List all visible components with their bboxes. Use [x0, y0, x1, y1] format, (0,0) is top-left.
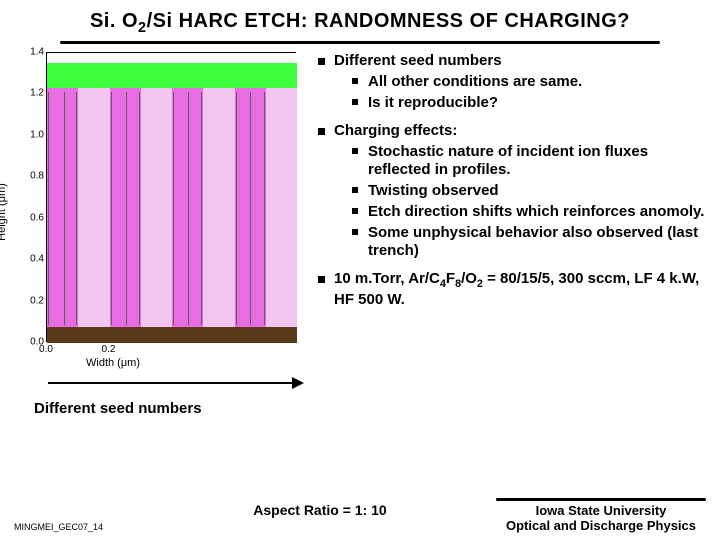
- trench-wall-line: [111, 92, 112, 325]
- cap-layer: [235, 63, 266, 88]
- top-gap: [78, 53, 109, 63]
- ytick-label: 0.6: [30, 212, 44, 223]
- sub-bullet-item: All other conditions are same.: [352, 73, 710, 91]
- sub-bullet-item: Stochastic nature of incident ion fluxes…: [352, 143, 710, 179]
- column-fill: [266, 63, 297, 343]
- left-column: Height (μm) 0.00.20.40.60.81.01.21.4 0.0…: [10, 52, 310, 417]
- seed-caption: Different seed numbers: [34, 400, 310, 417]
- chart-xlabel: Width (μm): [46, 357, 296, 369]
- trench-wall-line: [264, 92, 265, 325]
- top-gap: [203, 53, 234, 63]
- profile-column: [266, 53, 297, 343]
- top-gap: [110, 53, 141, 63]
- chart-plot-area: [46, 52, 296, 342]
- footer-line1: Iowa State University: [496, 504, 706, 519]
- column-fill: [141, 63, 172, 343]
- sub-bullet-item: Twisting observed: [352, 182, 710, 200]
- slide-title: Si. O2/Si HARC ETCH: RANDOMNESS OF CHARG…: [0, 0, 720, 41]
- bullet-item: 10 m.Torr, Ar/C4F8/O2 = 80/15/5, 300 scc…: [318, 270, 710, 309]
- top-gap: [266, 53, 297, 63]
- bullet-text: 10 m.Torr, Ar/C4F8/O2 = 80/15/5, 300 scc…: [334, 270, 699, 308]
- sub-bullet-item: Some unphysical behavior also observed (…: [352, 224, 710, 260]
- sub-bullet-text: Some unphysical behavior also observed (…: [368, 224, 698, 259]
- sub-bullet-text: Is it reproducible?: [368, 94, 498, 111]
- ytick-label: 0.2: [30, 295, 44, 306]
- column-fill: [110, 63, 141, 343]
- substrate-layer: [266, 327, 297, 343]
- substrate-layer: [78, 327, 109, 343]
- ytick-label: 0.4: [30, 254, 44, 265]
- profile-column: [172, 53, 203, 343]
- ytick-label: 0.8: [30, 171, 44, 182]
- profile-column: [203, 53, 234, 343]
- bullet-item: Charging effects: Stochastic nature of in…: [318, 122, 710, 260]
- column-fill: [203, 63, 234, 343]
- substrate-layer: [110, 327, 141, 343]
- sub-bullet-item: Is it reproducible?: [352, 94, 710, 112]
- profile-column: [47, 53, 78, 343]
- cap-layer: [47, 63, 78, 88]
- sub-bullet-list: Stochastic nature of incident ion fluxes…: [334, 143, 710, 260]
- xtick-label: 0.2: [102, 344, 116, 355]
- xtick-label: 0.0: [39, 344, 53, 355]
- top-gap: [172, 53, 203, 63]
- trench-wall-line: [48, 92, 49, 325]
- trench-wall-line: [236, 92, 237, 325]
- sub-bullet-item: Etch direction shifts which reinforces a…: [352, 203, 710, 221]
- top-gap: [235, 53, 266, 63]
- cap-layer: [141, 63, 172, 88]
- arrow-head-icon: [292, 377, 304, 389]
- profile-column: [110, 53, 141, 343]
- substrate-layer: [172, 327, 203, 343]
- ytick-label: 1.0: [30, 129, 44, 140]
- trench-wall-line: [139, 92, 140, 325]
- seed-arrow: [48, 374, 304, 392]
- cap-layer: [110, 63, 141, 88]
- chart-ylabel: Height (μm): [0, 183, 8, 241]
- top-gap: [141, 53, 172, 63]
- column-fill: [47, 63, 78, 343]
- cap-layer: [78, 63, 109, 88]
- right-column: Different seed numbers All other conditio…: [310, 52, 710, 417]
- bullet-item: Different seed numbers All other conditio…: [318, 52, 710, 112]
- profile-column: [141, 53, 172, 343]
- cap-layer: [266, 63, 297, 88]
- sub-bullet-list: All other conditions are same. Is it repr…: [334, 73, 710, 112]
- chart-xticks: 0.00.2: [46, 344, 296, 358]
- cap-layer: [172, 63, 203, 88]
- ytick-label: 1.4: [30, 46, 44, 57]
- footer-affiliation: Iowa State University Optical and Discha…: [496, 498, 706, 534]
- sub-bullet-text: Twisting observed: [368, 182, 499, 199]
- substrate-layer: [203, 327, 234, 343]
- bullet-text: Different seed numbers: [334, 52, 502, 69]
- profile-column: [78, 53, 109, 343]
- substrate-layer: [235, 327, 266, 343]
- column-fill: [78, 63, 109, 343]
- sub-bullet-text: Etch direction shifts which reinforces a…: [368, 203, 704, 220]
- profile-column: [235, 53, 266, 343]
- cap-layer: [203, 63, 234, 88]
- aspect-ratio-label: Aspect Ratio = 1: 10: [253, 502, 386, 518]
- footer-line2: Optical and Discharge Physics: [496, 519, 706, 534]
- title-rule: [60, 41, 660, 44]
- arrow-shaft: [48, 382, 292, 384]
- bullet-list: Different seed numbers All other conditio…: [318, 52, 710, 309]
- content-area: Height (μm) 0.00.20.40.60.81.01.21.4 0.0…: [0, 52, 720, 417]
- footer-id: MINGMEI_GEC07_14: [14, 522, 103, 532]
- chart-yticks: 0.00.20.40.60.81.01.21.4: [22, 52, 44, 342]
- top-gap: [47, 53, 78, 63]
- trench-wall-line: [250, 92, 251, 325]
- ytick-label: 1.2: [30, 88, 44, 99]
- sub-bullet-text: Stochastic nature of incident ion fluxes…: [368, 143, 648, 178]
- substrate-layer: [47, 327, 78, 343]
- footer-rule: [496, 498, 706, 501]
- trench-wall-line: [173, 92, 174, 325]
- substrate-layer: [141, 327, 172, 343]
- bullet-text: Charging effects:: [334, 122, 457, 139]
- etch-profile-chart: Height (μm) 0.00.20.40.60.81.01.21.4 0.0…: [10, 52, 300, 372]
- sub-bullet-text: All other conditions are same.: [368, 73, 582, 90]
